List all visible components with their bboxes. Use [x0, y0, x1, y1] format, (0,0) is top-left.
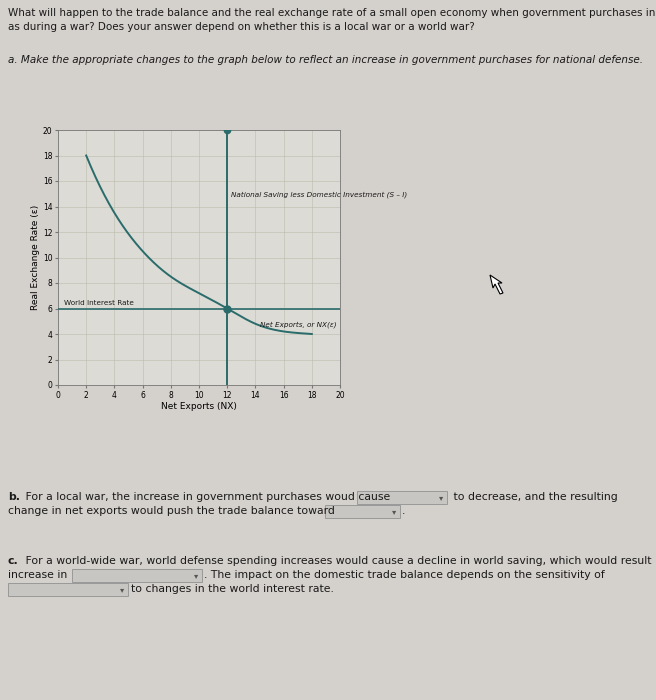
Text: National Saving less Domestic Investment (S – I): National Saving less Domestic Investment…	[232, 191, 407, 198]
Text: Net Exports, or NX(ε): Net Exports, or NX(ε)	[260, 322, 337, 328]
Text: World Interest Rate: World Interest Rate	[64, 300, 134, 307]
X-axis label: Net Exports (NX): Net Exports (NX)	[161, 402, 237, 412]
Text: increase in: increase in	[8, 570, 68, 580]
Text: ▾: ▾	[439, 493, 443, 502]
Text: a. Make the appropriate changes to the graph below to reflect an increase in gov: a. Make the appropriate changes to the g…	[8, 55, 643, 65]
Text: ▾: ▾	[392, 507, 396, 516]
Bar	[325, 505, 400, 518]
Text: b.: b.	[8, 492, 20, 502]
Text: to changes in the world interest rate.: to changes in the world interest rate.	[131, 584, 334, 594]
Text: ▾: ▾	[194, 571, 198, 580]
Y-axis label: Real Exchange Rate (ε): Real Exchange Rate (ε)	[31, 205, 40, 310]
Text: For a world-wide war, world defense spending increases would cause a decline in : For a world-wide war, world defense spen…	[22, 556, 656, 566]
Text: .: .	[402, 506, 405, 516]
Polygon shape	[490, 275, 503, 294]
Bar	[72, 569, 202, 582]
Text: to decrease, and the resulting: to decrease, and the resulting	[450, 492, 618, 502]
Bar	[8, 583, 128, 596]
Bar	[357, 491, 447, 504]
Text: as during a war? Does your answer depend on whether this is a local war or a wor: as during a war? Does your answer depend…	[8, 22, 475, 32]
Text: change in net exports would push the trade balance toward: change in net exports would push the tra…	[8, 506, 335, 516]
Text: What will happen to the trade balance and the real exchange rate of a small open: What will happen to the trade balance an…	[8, 8, 656, 18]
Text: . The impact on the domestic trade balance depends on the sensitivity of: . The impact on the domestic trade balan…	[204, 570, 605, 580]
Text: For a local war, the increase in government purchases woud cause: For a local war, the increase in governm…	[22, 492, 390, 502]
Text: c.: c.	[8, 556, 19, 566]
Text: ▾: ▾	[120, 585, 124, 594]
